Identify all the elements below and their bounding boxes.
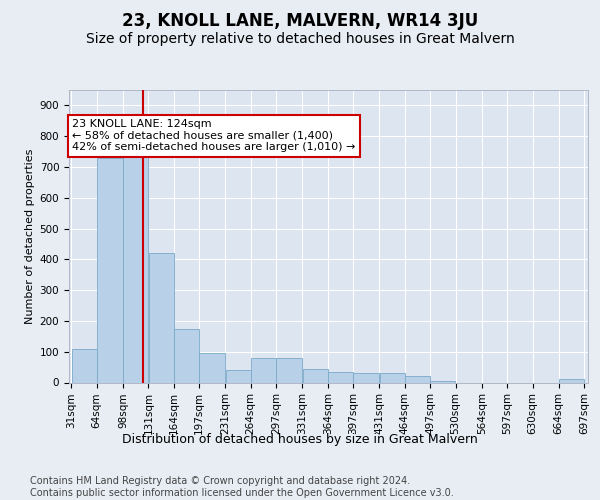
Bar xyxy=(226,370,251,382)
Bar xyxy=(123,152,148,382)
Bar xyxy=(430,381,455,382)
Bar xyxy=(149,253,173,382)
Text: Distribution of detached houses by size in Great Malvern: Distribution of detached houses by size … xyxy=(122,432,478,446)
Text: Size of property relative to detached houses in Great Malvern: Size of property relative to detached ho… xyxy=(86,32,514,46)
Text: 23 KNOLL LANE: 124sqm
← 58% of detached houses are smaller (1,400)
42% of semi-d: 23 KNOLL LANE: 124sqm ← 58% of detached … xyxy=(72,119,355,152)
Text: 23, KNOLL LANE, MALVERN, WR14 3JU: 23, KNOLL LANE, MALVERN, WR14 3JU xyxy=(122,12,478,30)
Bar xyxy=(71,348,97,382)
Bar xyxy=(251,358,276,382)
Bar xyxy=(380,374,404,382)
Y-axis label: Number of detached properties: Number of detached properties xyxy=(25,148,35,324)
Text: Contains HM Land Registry data © Crown copyright and database right 2024.
Contai: Contains HM Land Registry data © Crown c… xyxy=(30,476,454,498)
Bar xyxy=(353,374,379,382)
Bar xyxy=(199,353,225,382)
Bar xyxy=(277,358,302,382)
Bar xyxy=(174,328,199,382)
Bar xyxy=(97,158,123,382)
Bar xyxy=(559,380,584,382)
Bar xyxy=(302,368,328,382)
Bar xyxy=(328,372,353,382)
Bar xyxy=(405,376,430,382)
